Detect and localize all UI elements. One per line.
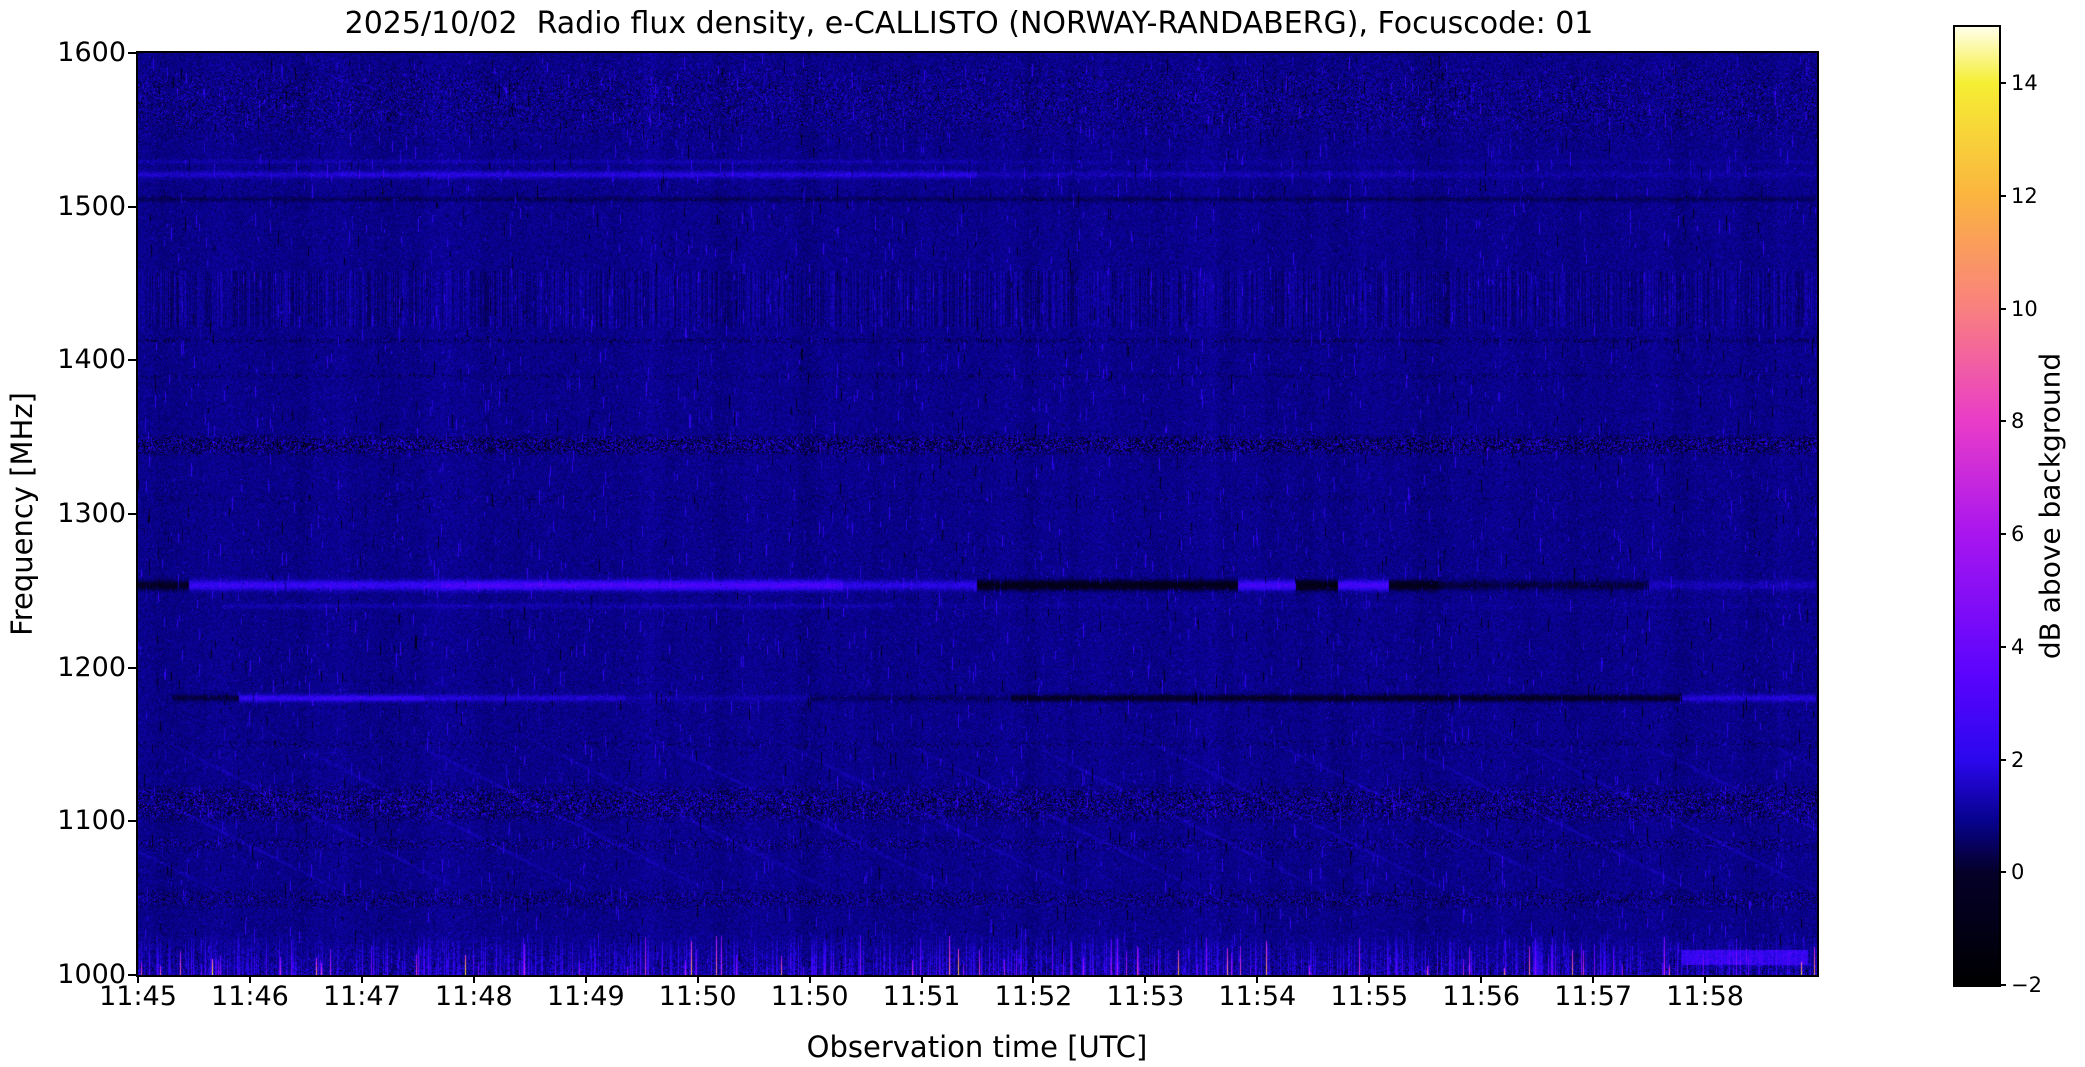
colorbar-tick-mark (1999, 645, 2006, 648)
x-tick-mark (472, 975, 475, 983)
y-tick-mark (128, 513, 136, 515)
colorbar-tick-label: 10 (2011, 296, 2038, 321)
colorbar-label: dB above background (2033, 352, 2067, 660)
x-tick-label: 11:56 (1442, 981, 1521, 1012)
y-tick-mark (128, 974, 136, 976)
x-tick-mark (1704, 975, 1707, 983)
x-tick-label: 11:52 (994, 981, 1073, 1012)
colorbar-tick-label: 12 (2011, 184, 2038, 209)
x-tick-mark (696, 975, 699, 983)
colorbar (1953, 25, 2001, 987)
x-tick-label: 11:47 (322, 981, 401, 1012)
colorbar-tick-mark (1999, 82, 2006, 85)
x-tick-mark (248, 975, 251, 983)
x-tick-label: 11:57 (1554, 981, 1633, 1012)
x-tick-label: 11:58 (1666, 981, 1744, 1012)
y-tick-mark (128, 205, 136, 208)
x-tick-mark (920, 975, 923, 983)
x-tick-mark (1256, 975, 1259, 983)
x-tick-label: 11:54 (1218, 981, 1297, 1012)
y-tick-label: 1400 (57, 344, 126, 376)
y-tick-mark (128, 359, 136, 362)
x-tick-label: 11:45 (99, 981, 177, 1012)
x-tick-mark (584, 975, 587, 983)
colorbar-tick-mark (1999, 871, 2006, 874)
colorbar-tick-mark (1999, 533, 2006, 536)
x-tick-mark (1032, 975, 1035, 983)
x-tick-label: 11:50 (770, 981, 849, 1012)
colorbar-tick-label: −2 (2011, 973, 2042, 997)
colorbar-tick-mark (1999, 420, 2006, 423)
colorbar-tick-mark (1999, 195, 2006, 198)
y-tick-label: 1200 (57, 651, 126, 683)
x-tick-label: 11:53 (1106, 981, 1185, 1012)
x-tick-mark (1480, 975, 1483, 983)
x-tick-label: 11:46 (211, 981, 289, 1012)
x-tick-mark (360, 975, 363, 983)
colorbar-tick-mark (1999, 984, 2006, 986)
x-tick-label: 11:49 (546, 981, 625, 1012)
x-tick-label: 11:51 (882, 981, 961, 1012)
y-tick-mark (128, 666, 136, 669)
colorbar-tick-mark (1999, 758, 2006, 761)
colorbar-tick-label: 4 (2011, 634, 2025, 659)
plot-area (136, 51, 1819, 977)
y-tick-mark (128, 820, 136, 823)
x-tick-mark (137, 975, 139, 983)
x-tick-label: 11:48 (434, 981, 513, 1012)
y-tick-label: 1100 (57, 805, 126, 837)
x-tick-mark (808, 975, 811, 983)
colorbar-tick-mark (1999, 307, 2006, 310)
y-tick-label: 1300 (57, 498, 126, 529)
colorbar-tick-label: 14 (2011, 71, 2038, 96)
y-tick-label: 1600 (57, 37, 126, 68)
y-tick-label: 1500 (57, 190, 126, 222)
x-tick-mark (1144, 975, 1147, 983)
colorbar-tick-label: 6 (2011, 522, 2025, 547)
colorbar-tick-label: 2 (2011, 747, 2025, 772)
x-tick-mark (1368, 975, 1371, 983)
x-axis-label: Observation time [UTC] (806, 1030, 1148, 1064)
y-tick-mark (128, 52, 136, 54)
colorbar-tick-label: 8 (2011, 409, 2025, 434)
y-tick-label: 1000 (57, 959, 126, 990)
x-tick-label: 11:55 (1330, 981, 1409, 1012)
x-tick-label: 11:50 (658, 981, 737, 1012)
colorbar-tick-label: 0 (2011, 860, 2025, 885)
x-tick-mark (1592, 975, 1595, 983)
spectrogram-heatmap (138, 53, 1817, 975)
chart-title: 2025/10/02 Radio flux density, e-CALLIST… (344, 6, 1594, 41)
